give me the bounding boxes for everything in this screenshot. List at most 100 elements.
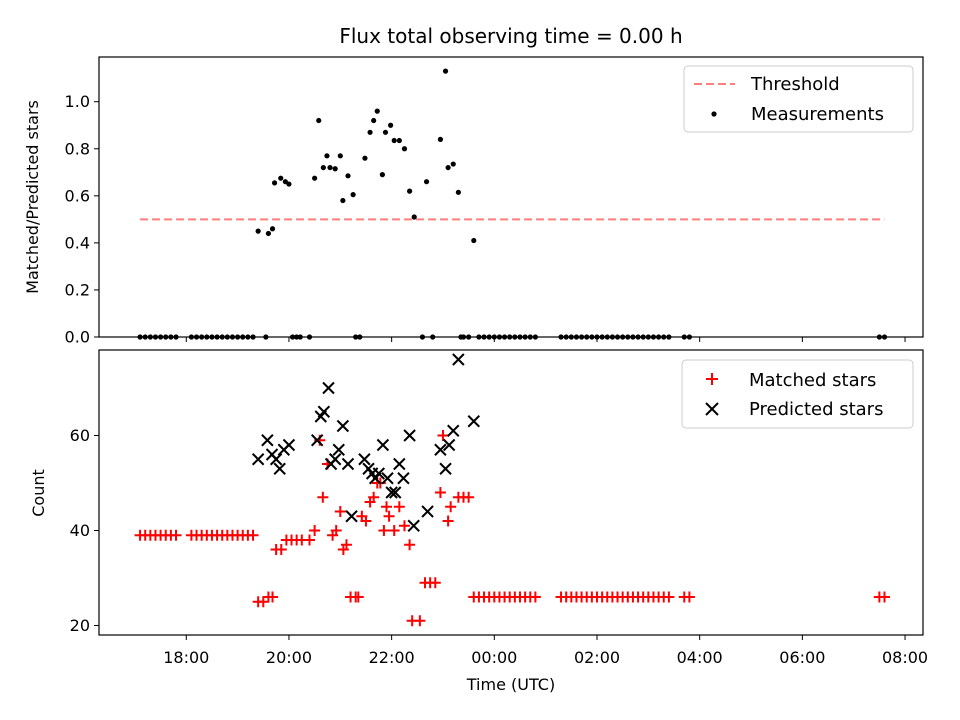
measurement-point: [437, 136, 444, 142]
measurement-point: [337, 153, 343, 159]
x-tick-label: 22:00: [369, 648, 415, 667]
matched-star-point: [360, 515, 372, 527]
x-tick-label: 02:00: [574, 648, 620, 667]
count-points: [134, 353, 890, 627]
matched-star-point: [437, 430, 449, 441]
measurement-point: [371, 117, 377, 124]
predicted-star-point: [389, 486, 402, 499]
matched-star-point: [683, 591, 695, 603]
matched-star-point: [378, 525, 390, 536]
predicted-star-point: [332, 443, 345, 456]
measurement-point: [278, 175, 284, 181]
measurement-point: [312, 175, 318, 181]
measurement-point: [445, 164, 451, 171]
x-tick-label: 06:00: [779, 648, 825, 667]
measurement-point: [442, 68, 449, 74]
predicted-star-point: [452, 353, 465, 366]
predicted-star-point: [282, 438, 296, 452]
predicted-star-point: [345, 510, 358, 523]
measurement-point: [345, 173, 351, 179]
top-ticks: 0.0 0.2 0.4 0.6 0.8 1.0: [65, 92, 906, 347]
predicted-star-point: [439, 462, 452, 475]
measurement-point: [374, 108, 380, 114]
bottom-legend: Matched stars Predicted stars: [681, 359, 914, 429]
bottom-plot-frame: [98, 349, 924, 636]
predicted-star-point: [273, 462, 286, 475]
matched-star-point: [463, 491, 475, 503]
measurement-point: [388, 122, 394, 128]
bottom-y-tick-label: 20: [70, 616, 90, 635]
measurement-point: [265, 230, 272, 237]
predicted-star-point: [269, 453, 283, 466]
measurement-point: [286, 181, 292, 187]
top-plot-frame: [98, 56, 924, 338]
measurement-point: [423, 179, 430, 185]
x-tick-label: 18:00: [163, 648, 209, 667]
matched-star-point: [663, 591, 675, 603]
predicted-star-point: [393, 457, 406, 471]
measurements-legend-label: Measurements: [751, 104, 884, 125]
predicted-star-point: [261, 434, 274, 447]
predicted-star-point: [442, 438, 456, 452]
top-y-tick-label: 0.6: [65, 186, 90, 205]
top-legend-box: [683, 65, 914, 133]
top-panel: Flux total observing time = 0.00 h 0.00.…: [23, 24, 924, 347]
bottom-y-axis-label: Count: [29, 469, 48, 517]
predicted-star-point: [328, 453, 342, 466]
top-y-tick-label: 0.0: [65, 328, 90, 347]
threshold-legend-label: Threshold: [750, 74, 840, 95]
x-tick-label: 00:00: [471, 648, 517, 667]
predicted-star-point: [403, 429, 416, 442]
measurement-point: [271, 180, 278, 186]
top-y-tick-label: 1.0: [65, 92, 90, 111]
bottom-y-tick-label: 60: [70, 426, 90, 445]
predicted-star-point: [467, 415, 480, 428]
measurement-point: [255, 228, 261, 234]
top-y-tick-label: 0.4: [65, 233, 90, 252]
matched-legend-label: Matched stars: [749, 370, 876, 391]
matched-star-point: [429, 577, 441, 589]
predicted-star-point: [434, 443, 447, 456]
x-axis-label: Time (UTC): [466, 675, 555, 694]
measurement-point: [340, 197, 346, 204]
matched-star-point: [275, 544, 287, 555]
predicted-star-point: [407, 519, 420, 532]
matched-star-point: [381, 501, 393, 513]
bottom-panel: 20 40 60 18:00 20:00 22:00 00:00 02:00 04:00 06:0…: [29, 349, 928, 694]
predicted-star-point: [341, 457, 355, 471]
matched-star-point: [529, 591, 541, 603]
bottom-legend-box: [681, 359, 914, 429]
predicted-star-point: [397, 472, 410, 485]
predicted-star-point: [336, 419, 350, 433]
measurement-point: [320, 164, 326, 171]
measurement-point: [396, 137, 402, 144]
measurement-point: [391, 137, 397, 144]
predicted-star-point: [381, 472, 394, 485]
matched-star-point: [414, 615, 426, 627]
measurement-point: [382, 129, 389, 135]
predicted-star-point: [385, 486, 398, 499]
measurement-point: [316, 117, 322, 124]
measurements-legend-swatch: [711, 111, 717, 117]
matched-legend-swatch: [706, 373, 718, 385]
predicted-star-point: [358, 453, 371, 466]
matched-star-point: [388, 525, 400, 536]
matched-star-point: [303, 534, 315, 546]
matched-star-point: [445, 501, 457, 513]
matched-star-point: [352, 591, 364, 603]
matched-star-point: [267, 591, 279, 603]
measurement-point: [401, 146, 408, 152]
measurement-point: [450, 161, 456, 167]
predicted-star-point: [322, 381, 335, 395]
top-y-axis-label: Matched/Predicted stars: [23, 100, 42, 294]
predicted-legend-swatch: [705, 402, 719, 416]
predicted-star-point: [251, 453, 265, 466]
matched-star-point: [398, 520, 410, 532]
matched-star-point: [393, 501, 405, 513]
bottom-ticks: 20 40 60 18:00 20:00 22:00 00:00 02:00 04:00 06:0…: [70, 426, 928, 667]
top-legend: Threshold Measurements: [683, 65, 914, 133]
matched-star-point: [368, 491, 380, 503]
matched-star-point: [309, 525, 321, 536]
matched-star-point: [442, 515, 454, 527]
